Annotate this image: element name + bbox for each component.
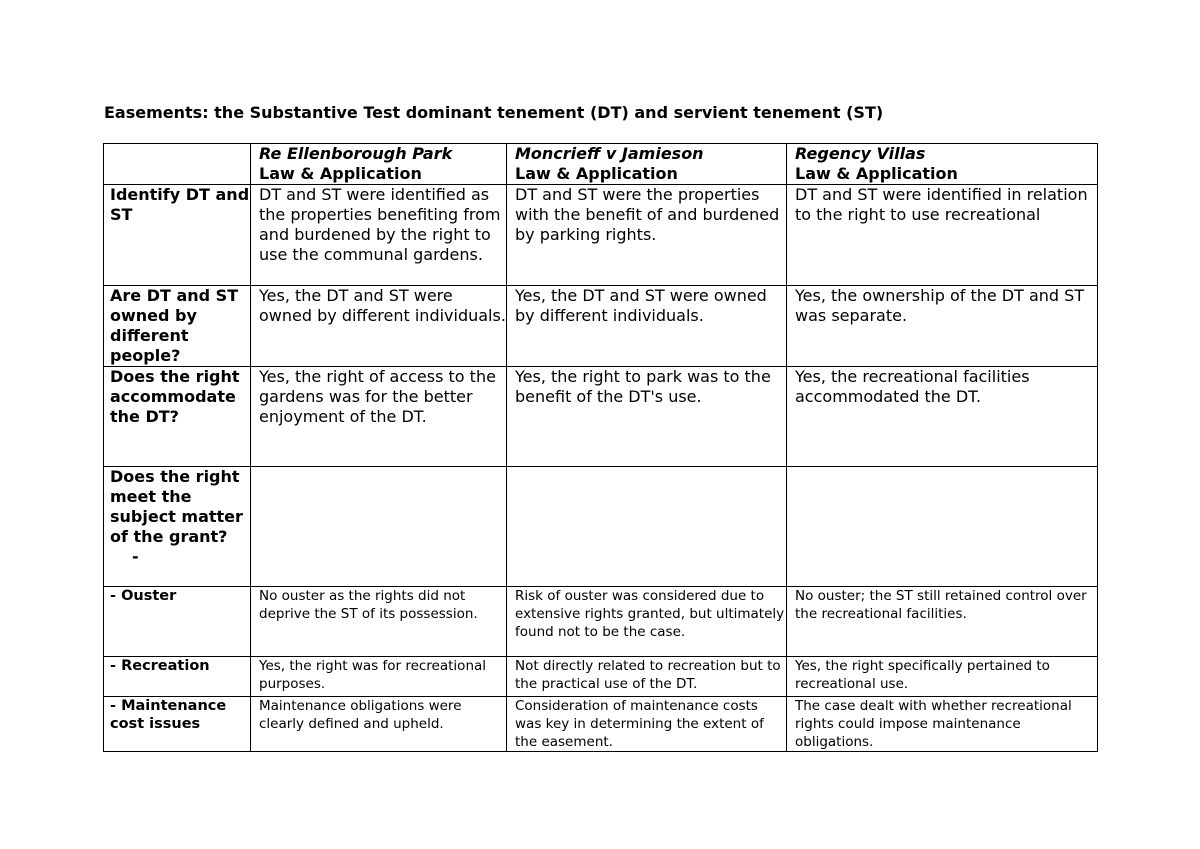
header-row: Re Ellenborough Park Law & Application Mo… [103, 143, 1098, 185]
row-header: Identify DT and ST [103, 184, 251, 286]
table-cell: Yes, the recreational facilities accommo… [786, 366, 1098, 467]
document-title: Easements: the Substantive Test dominant… [104, 103, 884, 122]
row-header: - Recreation [103, 656, 251, 697]
row-header: Are DT and ST owned by different people? [103, 285, 251, 367]
table-cell: Not directly related to recreation but t… [506, 656, 787, 697]
case-name: Re Ellenborough Park [259, 144, 453, 164]
header-cell: Regency Villas Law & Application [786, 143, 1098, 185]
table-cell: Yes, the right of access to the gardens … [250, 366, 507, 467]
row-header: - Ouster [103, 586, 251, 657]
column-subheading: Law & Application [515, 164, 678, 183]
row-header: Does the right meet the subject matter o… [103, 466, 251, 587]
row-header: Does the right accommodate the DT? [103, 366, 251, 467]
table-cell: The case dealt with whether recreational… [786, 696, 1098, 752]
table-cell: Yes, the right to park was to the benefi… [506, 366, 787, 467]
row-header-label: Does the right meet the subject matter o… [110, 467, 243, 547]
table-cell: Consideration of maintenance costs was k… [506, 696, 787, 752]
header-empty-cell [103, 143, 251, 185]
table-row: Identify DT and ST DT and ST were identi… [103, 184, 1098, 286]
table-cell: DT and ST were the properties with the b… [506, 184, 787, 286]
column-subheading: Law & Application [259, 164, 422, 183]
table-cell: Risk of ouster was considered due to ext… [506, 586, 787, 657]
row-header: - Maintenance cost issues [103, 696, 251, 752]
table-cell: Yes, the ownership of the DT and ST was … [786, 285, 1098, 367]
table-row: Are DT and ST owned by different people?… [103, 285, 1098, 367]
table-cell: DT and ST were identified as the propert… [250, 184, 507, 286]
table-row: - Ouster No ouster as the rights did not… [103, 586, 1098, 657]
table-cell: Maintenance obligations were clearly def… [250, 696, 507, 752]
easements-table: Re Ellenborough Park Law & Application Mo… [103, 143, 1098, 752]
table-row: - Recreation Yes, the right was for recr… [103, 656, 1098, 697]
table-row: Does the right accommodate the DT? Yes, … [103, 366, 1098, 467]
case-name: Regency Villas [795, 144, 926, 164]
table-row: Does the right meet the subject matter o… [103, 466, 1098, 587]
table-cell [786, 466, 1098, 587]
column-subheading: Law & Application [795, 164, 958, 183]
table-cell: No ouster; the ST still retained control… [786, 586, 1098, 657]
table-cell: No ouster as the rights did not deprive … [250, 586, 507, 657]
header-cell: Re Ellenborough Park Law & Application [250, 143, 507, 185]
table-cell: Yes, the DT and ST were owned by differe… [506, 285, 787, 367]
table-cell [250, 466, 507, 587]
table-cell [506, 466, 787, 587]
table-cell: Yes, the right specifically pertained to… [786, 656, 1098, 697]
table-cell: Yes, the DT and ST were owned by differe… [250, 285, 507, 367]
table-cell: Yes, the right was for recreational purp… [250, 656, 507, 697]
case-name: Moncrieff v Jamieson [515, 144, 704, 164]
header-cell: Moncrieff v Jamieson Law & Application [506, 143, 787, 185]
table-row: - Maintenance cost issues Maintenance ob… [103, 696, 1098, 752]
table-cell: DT and ST were identified in relation to… [786, 184, 1098, 286]
row-header-dash: - [132, 547, 139, 566]
